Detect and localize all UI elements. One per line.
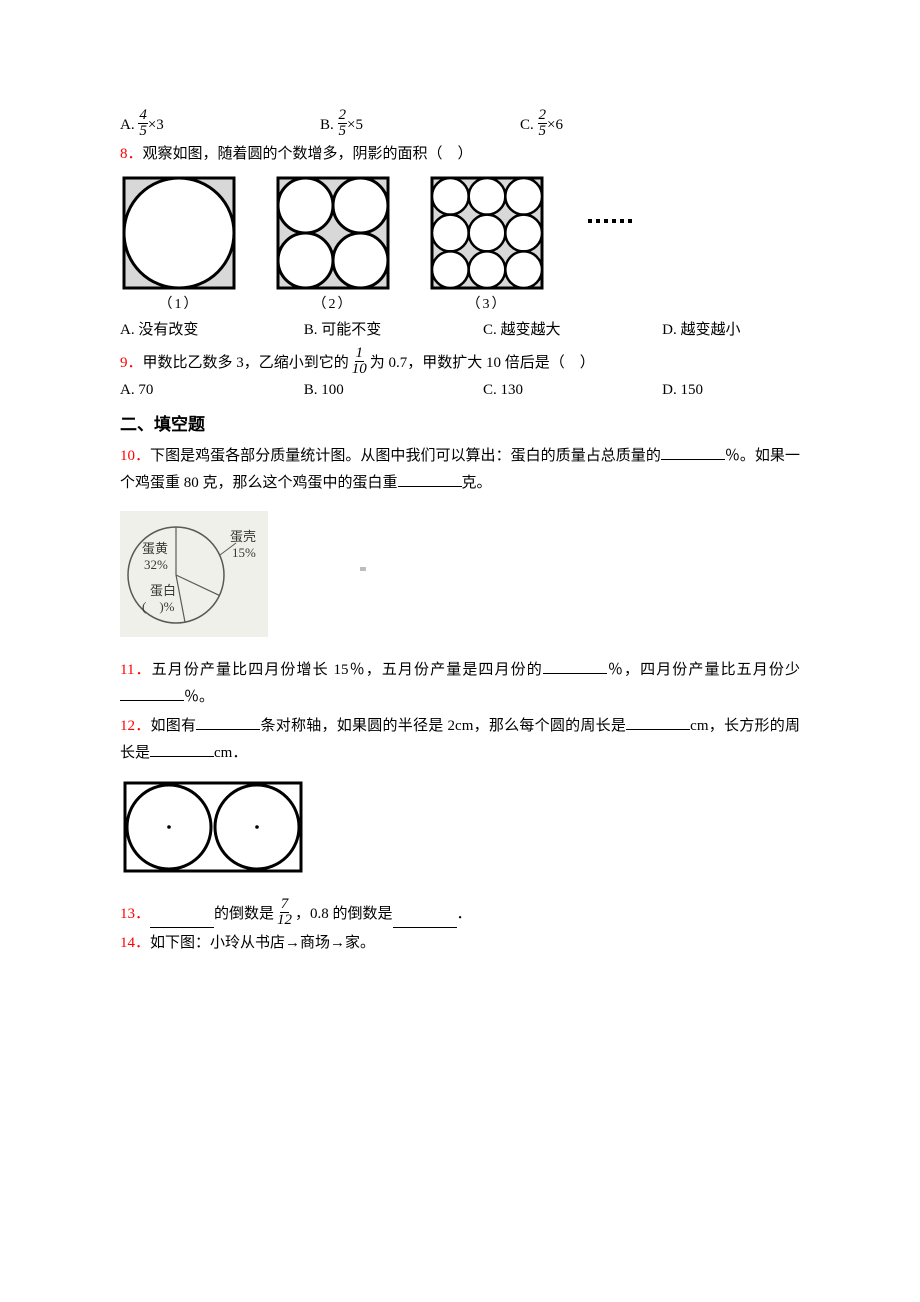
- opt-b: B. 2 5 ×5: [320, 108, 520, 139]
- pie-label-white-pct: ( )%: [142, 599, 175, 614]
- q8-opt-a: A. 没有改变: [120, 317, 304, 344]
- q10-pie-svg: 蛋黄 32% 蛋壳 15% 蛋白 ( )%: [120, 511, 268, 637]
- q11: 11．五月份产量比四月份增长 15％，五月份产量是四月份的 ％，四月份产量比五月份…: [120, 657, 800, 711]
- q14: 14．如下图：小玲从书店→商场→家。: [120, 930, 800, 957]
- q8-ellipsis: [586, 208, 634, 233]
- opt-a-fraction: 4 5: [138, 108, 148, 139]
- q14-text: 如下图：小玲从书店→商场→家。: [150, 935, 375, 951]
- q12-blank1: [196, 715, 260, 730]
- opt-b-fraction: 2 5: [338, 108, 348, 139]
- q8-opt-c: C. 越变越大: [483, 317, 662, 344]
- q11-t1: 五月份产量比四月份增长 15％，五月份产量是四月份的: [152, 662, 543, 678]
- q10-number: 10．: [120, 448, 150, 464]
- q8-fig1-caption: （1）: [120, 292, 238, 317]
- opt-c-tail: ×6: [547, 112, 563, 139]
- opt-c-letter: C.: [520, 112, 534, 139]
- q11-number: 11．: [120, 662, 152, 678]
- q12-t1: 如图有: [151, 718, 197, 734]
- q13-blank1: [150, 913, 214, 928]
- q13-t1: 的倒数是: [214, 901, 274, 928]
- q8-figures: （1） （2）: [120, 174, 800, 317]
- q9-number: 9．: [120, 350, 143, 377]
- pie-label-shell: 蛋壳: [230, 529, 256, 544]
- section-2-title: 二、填空题: [120, 410, 800, 441]
- q10-t1: 下图是鸡蛋各部分质量统计图。从图中我们可以算出：蛋白的质量占总质量的: [150, 448, 661, 464]
- q12-t4: cm．: [214, 745, 247, 761]
- q10: 10．下图是鸡蛋各部分质量统计图。从图中我们可以算出：蛋白的质量占总质量的％。如…: [120, 443, 800, 497]
- q9-pre: 甲数比乙数多 3，乙缩小到它的: [143, 350, 349, 377]
- q8-fig2: （2）: [274, 174, 392, 317]
- q12-blank3: [150, 742, 214, 757]
- opt-c: C. 2 5 ×6: [520, 108, 720, 139]
- q8-number: 8．: [120, 146, 143, 162]
- q8-text: 观察如图，随着圆的个数增多，阴影的面积（ ）: [143, 146, 473, 162]
- q9-opt-a: A. 70: [120, 377, 304, 404]
- q13: 13． 的倒数是 7 12 ，0.8 的倒数是 ．: [120, 897, 800, 928]
- q13-blank2: [393, 913, 457, 928]
- q13-number: 13．: [120, 901, 150, 928]
- q8-fig1-svg: [120, 174, 238, 292]
- q8: 8．观察如图，随着圆的个数增多，阴影的面积（ ）: [120, 141, 800, 168]
- pie-label-shell-pct: 15%: [232, 545, 256, 560]
- q9-opt-b: B. 100: [304, 377, 483, 404]
- q12-t2: 条对称轴，如果圆的半径是 2cm，那么每个圆的周长是: [260, 718, 626, 734]
- q11-blank2: [120, 686, 184, 701]
- q8-opt-d: D. 越变越小: [662, 317, 800, 344]
- q8-options: A. 没有改变 B. 可能不变 C. 越变越大 D. 越变越小: [120, 317, 800, 344]
- q10-blank2: [398, 472, 462, 487]
- q8-opt-b: B. 可能不变: [304, 317, 483, 344]
- q13-t3: ．: [457, 901, 472, 928]
- watermark-dot: [360, 567, 366, 571]
- q14-number: 14．: [120, 935, 150, 951]
- q12-number: 12．: [120, 718, 151, 734]
- q9-options: A. 70 B. 100 C. 130 D. 150: [120, 377, 800, 404]
- pie-label-yolk: 蛋黄: [142, 541, 168, 556]
- q8-fig3-caption: （3）: [428, 292, 546, 317]
- q12-figure-svg: [120, 777, 306, 877]
- q9-opt-c: C. 130: [483, 377, 662, 404]
- q9-opt-d: D. 150: [662, 377, 800, 404]
- q8-fig2-svg: [274, 174, 392, 292]
- page: A. 4 5 ×3 B. 2 5 ×5 C. 2 5 ×6 8．观察如图，随: [0, 0, 920, 1017]
- q9-fraction: 1 10: [351, 346, 368, 377]
- q10-pie-chart: 蛋黄 32% 蛋壳 15% 蛋白 ( )%: [120, 511, 800, 647]
- opt-c-fraction: 2 5: [538, 108, 548, 139]
- opt-a: A. 4 5 ×3: [120, 108, 320, 139]
- q9: 9． 甲数比乙数多 3，乙缩小到它的 1 10 为 0.7，甲数扩大 10 倍后…: [120, 346, 800, 377]
- q9-mid: 为 0.7，甲数扩大 10 倍后是（ ）: [370, 350, 595, 377]
- opt-b-tail: ×5: [347, 112, 363, 139]
- q13-t2: ，0.8 的倒数是: [295, 901, 393, 928]
- q10-blank1: [661, 445, 725, 460]
- opt-a-letter: A.: [120, 112, 135, 139]
- opt-a-tail: ×3: [148, 112, 164, 139]
- opts-row-fractions: A. 4 5 ×3 B. 2 5 ×5 C. 2 5 ×6: [120, 108, 800, 139]
- pie-label-white: 蛋白: [150, 583, 176, 598]
- q11-blank1: [543, 659, 607, 674]
- q11-t3: ％。: [184, 689, 214, 705]
- q12-blank2: [626, 715, 690, 730]
- q12-figure: [120, 777, 800, 887]
- q8-fig3: （3）: [428, 174, 546, 317]
- q8-fig2-caption: （2）: [274, 292, 392, 317]
- opt-b-letter: B.: [320, 112, 334, 139]
- q12: 12．如图有条对称轴，如果圆的半径是 2cm，那么每个圆的周长是cm，长方形的周…: [120, 713, 800, 767]
- q10-t3: 克。: [462, 475, 492, 491]
- pie-label-yolk-pct: 32%: [144, 557, 168, 572]
- q8-fig3-svg: [428, 174, 546, 292]
- q13-fraction: 7 12: [276, 897, 293, 928]
- q8-fig1: （1）: [120, 174, 238, 317]
- q11-t2: ％，四月份产量比五月份少: [607, 662, 800, 678]
